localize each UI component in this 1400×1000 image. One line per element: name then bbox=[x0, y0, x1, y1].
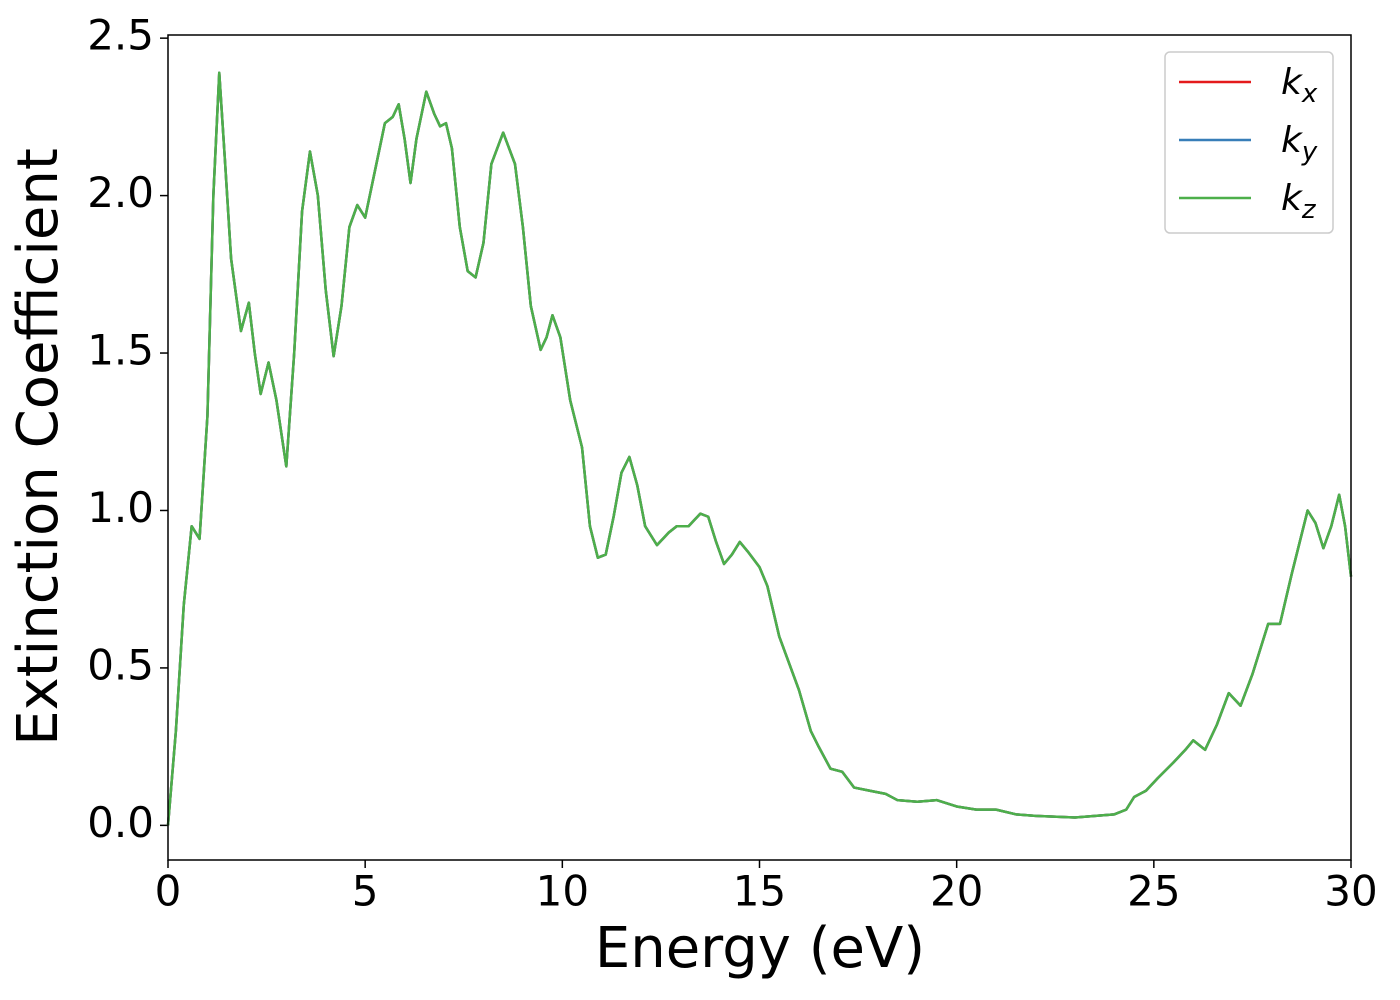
x-tick-label: 0 bbox=[155, 867, 182, 916]
x-axis-label: Energy (eV) bbox=[595, 916, 925, 981]
y-tick-label: 1.0 bbox=[87, 483, 154, 532]
x-tick-label: 15 bbox=[733, 867, 786, 916]
x-tick-label: 30 bbox=[1324, 867, 1377, 916]
legend-label: kx bbox=[1281, 62, 1318, 109]
y-axis-label: Extinction Coefficient bbox=[6, 148, 71, 746]
y-tick-label: 0.0 bbox=[87, 798, 154, 847]
y-tick-label: 2.0 bbox=[87, 168, 154, 217]
legend-label: ky bbox=[1281, 120, 1318, 167]
legend-label: kz bbox=[1281, 178, 1317, 225]
y-tick-label: 2.5 bbox=[87, 11, 154, 60]
x-tick-label: 25 bbox=[1127, 867, 1180, 916]
x-tick-label: 10 bbox=[536, 867, 589, 916]
plot-frame bbox=[167, 34, 1352, 861]
y-tick-label: 0.5 bbox=[87, 640, 154, 689]
x-tick-label: 5 bbox=[352, 867, 379, 916]
y-tick-label: 1.5 bbox=[87, 326, 154, 375]
x-tick-label: 20 bbox=[930, 867, 983, 916]
legend-box bbox=[1164, 51, 1334, 234]
line-series bbox=[166, 71, 1353, 826]
